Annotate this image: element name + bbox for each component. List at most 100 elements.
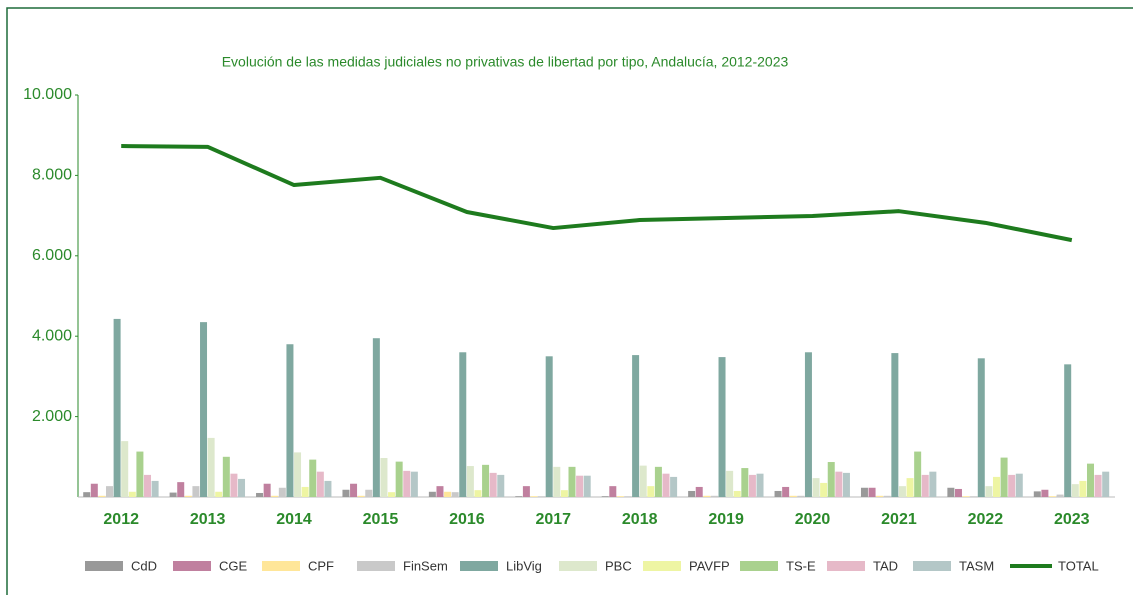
legend-label: TASM <box>959 558 994 573</box>
bar <box>459 352 467 497</box>
bar <box>860 487 868 497</box>
bar <box>444 491 452 497</box>
bar <box>1056 494 1064 497</box>
bar <box>883 495 891 497</box>
bar <box>741 468 749 497</box>
x-tick-label: 2021 <box>881 511 917 528</box>
x-tick-label: 2013 <box>190 511 226 528</box>
bar <box>1102 471 1110 497</box>
y-tick-label: 10.000 <box>23 86 72 103</box>
bar <box>947 487 955 497</box>
bar <box>670 476 678 497</box>
bar <box>278 487 286 497</box>
bar <box>583 475 591 497</box>
bar <box>782 486 790 497</box>
line <box>121 144 1073 243</box>
bar <box>789 495 797 497</box>
bar <box>654 466 662 497</box>
legend-swatch <box>643 561 681 571</box>
bar <box>977 358 985 497</box>
bar <box>662 473 670 497</box>
bar <box>222 456 230 497</box>
bar <box>357 495 365 497</box>
bar <box>1086 463 1094 497</box>
bar <box>294 452 302 497</box>
legend-label: TS-E <box>786 558 816 573</box>
bar <box>876 495 884 497</box>
legend-label: CGE <box>219 558 248 573</box>
bar <box>522 486 530 497</box>
x-tick-label: 2022 <box>968 511 1004 528</box>
bar <box>410 471 418 497</box>
bar <box>820 482 828 497</box>
bar <box>482 464 490 497</box>
bar <box>1008 474 1016 497</box>
bar <box>497 474 505 497</box>
x-tick-label: 2015 <box>363 511 399 528</box>
bar <box>560 490 568 497</box>
bar <box>921 474 929 497</box>
bar <box>568 466 576 497</box>
bar <box>726 470 734 497</box>
bar <box>388 492 396 497</box>
bar <box>868 487 876 497</box>
bar <box>238 478 246 497</box>
bar <box>489 472 497 497</box>
bar <box>372 338 380 497</box>
bar <box>538 496 546 497</box>
legend-swatch <box>85 561 123 571</box>
bar <box>144 474 152 497</box>
bar <box>169 492 177 497</box>
bar <box>83 492 91 497</box>
legend-label: PAVFP <box>689 558 730 573</box>
bar <box>428 491 436 497</box>
bar <box>342 489 350 497</box>
bar <box>192 486 200 497</box>
bar <box>324 480 332 497</box>
bar <box>515 496 523 497</box>
bar <box>985 486 993 497</box>
x-tick-label: 2020 <box>795 511 831 528</box>
bar <box>256 492 264 497</box>
bar <box>1079 480 1087 497</box>
bar <box>616 496 624 497</box>
bar <box>466 466 474 497</box>
bar <box>1094 474 1102 497</box>
bar <box>395 461 403 497</box>
legend-swatch <box>262 561 300 571</box>
bar <box>230 473 238 497</box>
bar <box>647 486 655 497</box>
bar <box>898 486 906 497</box>
bar <box>350 483 358 497</box>
bar <box>601 496 609 497</box>
bar <box>90 483 98 497</box>
bar <box>215 491 223 497</box>
legend-label: PBC <box>605 558 632 573</box>
bar <box>624 496 632 497</box>
bar <box>530 496 538 497</box>
legend-label: CdD <box>131 558 157 573</box>
bar <box>906 478 914 497</box>
legend-label: CPF <box>308 558 334 573</box>
bar <box>842 472 850 497</box>
bar <box>474 490 482 497</box>
x-tick-label: 2012 <box>103 511 139 528</box>
bar <box>748 474 756 497</box>
bar <box>309 459 317 497</box>
legend-swatch <box>827 561 865 571</box>
legend-label: FinSem <box>403 558 448 573</box>
bar <box>106 486 114 497</box>
bar <box>128 491 136 497</box>
bar <box>403 470 411 497</box>
bar <box>835 471 843 497</box>
bar <box>1064 364 1072 497</box>
bar <box>113 318 121 497</box>
bar <box>756 473 764 497</box>
bar <box>970 496 978 497</box>
bar <box>177 482 185 497</box>
bar <box>436 486 444 497</box>
y-tick-label: 4.000 <box>32 327 72 344</box>
x-tick-label: 2018 <box>622 511 658 528</box>
bar <box>200 322 208 497</box>
